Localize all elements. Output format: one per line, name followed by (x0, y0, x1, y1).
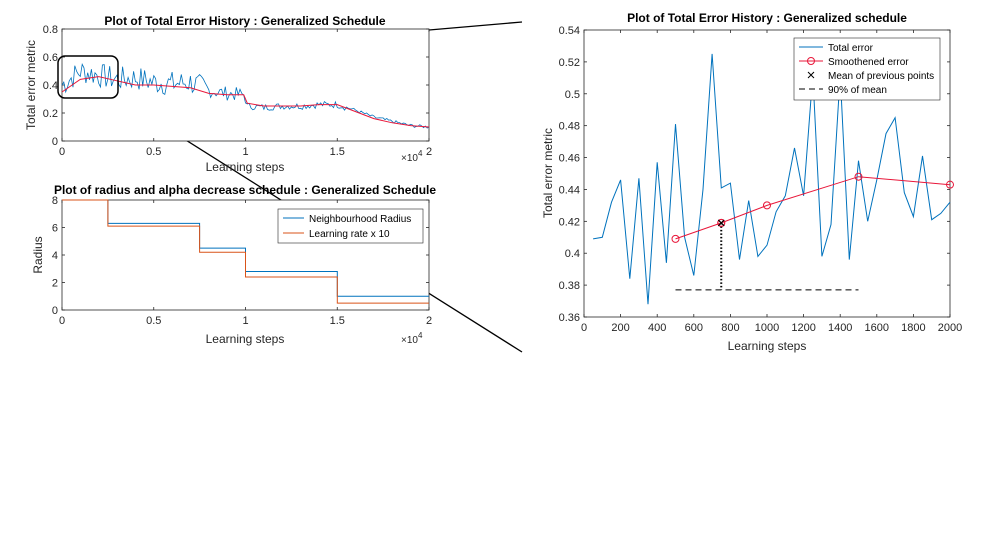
chart3-xtick-label: 1000 (755, 322, 779, 334)
chart3-title: Plot of Total Error History : Generalize… (627, 11, 907, 25)
chart2-xtick-label: 0 (59, 315, 65, 327)
chart2-legend-learning-rate: Learning rate x 10 (309, 229, 390, 240)
chart3-xtick-label: 0 (581, 322, 587, 334)
chart2-ytick-label: 2 (52, 278, 58, 290)
chart2-ytick-label: 0 (52, 305, 58, 317)
chart1-title: Plot of Total Error History : Generalize… (104, 14, 385, 28)
chart1-xtick-label: 2 (426, 146, 432, 158)
chart3-series-smoothened-error (675, 176, 951, 240)
chart2-xtick-label: 0.5 (146, 315, 161, 327)
chart3-ytick-label: 0.48 (559, 121, 580, 133)
chart1-ytick-label: 0 (52, 136, 58, 148)
chart3-legend-mean: Mean of previous points (828, 71, 934, 82)
chart2-ytick-label: 8 (52, 195, 58, 207)
chart1-ticks: 0 0.5 1 1.5 2 0 0.2 0.4 0.6 0.8 (43, 24, 432, 158)
chart3-xtick-label: 1800 (901, 322, 925, 334)
chart3-ytick-label: 0.52 (559, 57, 580, 69)
chart2-legend-radius: Neighbourhood Radius (309, 214, 411, 225)
chart3-xtick-label: 200 (611, 322, 629, 334)
chart2-xtick-label: 1.5 (330, 315, 345, 327)
chart3-ytick-label: 0.42 (559, 216, 580, 228)
chart2-series-learning-rate (62, 199, 429, 304)
chart1-ytick-label: 0.8 (43, 24, 58, 36)
chart3-xtick-label: 800 (721, 322, 739, 334)
chart3-legend: Total error Smoothened error Mean of pre… (793, 37, 941, 101)
chart2-title: Plot of radius and alpha decrease schedu… (54, 183, 436, 197)
chart1-plot-area (61, 28, 430, 142)
zoom-box (57, 55, 119, 99)
chart2-ytick-label: 4 (52, 250, 58, 262)
chart3-ytick-label: 0.38 (559, 280, 580, 292)
chart3-smoothened-point (854, 172, 863, 181)
chart3-legend-smoothened-error: Smoothened error (828, 57, 909, 68)
chart3-smoothened-point (763, 201, 771, 210)
chart-total-error-history: Plot of Total Error History : Generalize… (24, 14, 432, 174)
chart2-xlabel: Learning steps (206, 332, 285, 346)
chart3-ytick-label: 0.46 (559, 153, 580, 165)
chart-radius-alpha-schedule: Plot of radius and alpha decrease schedu… (31, 183, 436, 346)
chart3-xtick-label: 1600 (865, 322, 889, 334)
chart2-ticks: 0 0.5 1 1.5 2 0 2 4 6 8 (52, 195, 432, 327)
chart3-mean-marker (717, 218, 726, 227)
chart3-ytick-label: 0.5 (565, 89, 580, 101)
chart3-smoothened-point (946, 180, 954, 189)
chart1-x-multiplier: ×104 (401, 149, 423, 164)
chart3-xlabel: Learning steps (728, 339, 807, 353)
chart2-xtick-label: 2 (426, 315, 432, 327)
chart1-xtick-label: 1 (242, 146, 248, 158)
chart3-ytick-label: 0.44 (559, 184, 580, 196)
chart3-ytick-label: 0.36 (559, 312, 580, 324)
chart3-xtick-label: 1200 (791, 322, 815, 334)
chart-zoomed-error-history: Plot of Total Error History : Generalize… (541, 11, 962, 353)
chart2-ylabel: Radius (31, 236, 45, 273)
chart1-ylabel: Total error metric (24, 40, 38, 130)
chart3-ytick-label: 0.4 (565, 248, 580, 260)
chart1-ytick-label: 0.6 (43, 52, 58, 64)
chart1-ytick-label: 0.4 (43, 80, 58, 92)
chart3-ytick-label: 0.54 (559, 25, 580, 37)
chart3-ticks: 0 200 400 600 800 1000 1200 1400 1600 1800 2000 0.3… (559, 25, 963, 334)
chart1-xlabel: Learning steps (206, 160, 285, 174)
chart3-smoothened-point (671, 234, 680, 243)
chart3-ylabel: Total error metric (541, 128, 555, 218)
chart1-ytick-label: 0.2 (43, 108, 58, 120)
chart2-x-multiplier: ×104 (401, 331, 423, 346)
chart3-legend-total-error: Total error (828, 43, 874, 54)
chart1-xtick-label: 0.5 (146, 146, 161, 158)
chart3-xtick-label: 2000 (938, 322, 962, 334)
chart2-ytick-label: 6 (52, 223, 58, 235)
chart3-xtick-label: 400 (648, 322, 666, 334)
chart1-xtick-label: 0 (59, 146, 65, 158)
chart1-series-total-error (61, 63, 430, 129)
chart3-legend-ninety-percent: 90% of mean (828, 85, 887, 96)
chart1-series-smoothened-error (61, 76, 430, 128)
chart2-xtick-label: 1 (242, 315, 248, 327)
chart2-legend: Neighbourhood Radius Learning rate x 10 (277, 208, 424, 244)
chart3-xtick-label: 1400 (828, 322, 852, 334)
chart1-xtick-label: 1.5 (330, 146, 345, 158)
chart3-series-total-error (593, 53, 951, 305)
chart3-xtick-label: 600 (685, 322, 703, 334)
